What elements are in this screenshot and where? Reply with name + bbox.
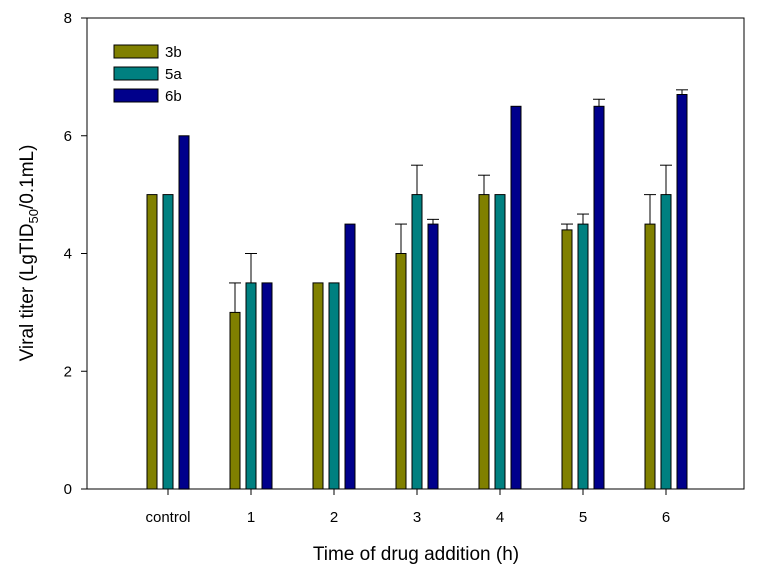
bar-5a-control (162, 194, 174, 490)
y-tick-label-0: 0 (64, 481, 72, 498)
bar-5a-2 (328, 282, 340, 490)
legend-label-3b: 3b (165, 44, 182, 61)
bar-3b-3 (395, 253, 407, 490)
legend-swatch-5a (113, 66, 159, 81)
y-tick-label-2: 2 (64, 363, 72, 380)
x-tick-label-4: 4 (496, 509, 504, 526)
x-tick-label-5: 5 (579, 509, 587, 526)
bar-6b-control (178, 135, 190, 490)
y-axis-title-suffix: /0.1mL) (17, 145, 38, 209)
legend-swatch-3b (113, 44, 159, 59)
legend: 3b 5a 6b (113, 44, 182, 105)
legend-label-5a: 5a (165, 66, 182, 83)
bar-3b-1 (229, 311, 241, 490)
legend-label-6b: 6b (165, 88, 182, 105)
y-tick-label-4: 4 (64, 246, 72, 263)
bar-5a-4 (494, 194, 506, 490)
bar-5a-1 (245, 282, 257, 490)
y-axis-title-prefix: Viral titer (LgTID (17, 223, 38, 361)
bar-6b-1 (261, 282, 273, 490)
bar-6b-2 (344, 223, 356, 490)
x-tick-label-3: 3 (413, 509, 421, 526)
x-tick-label-control: control (145, 509, 190, 526)
bar-3b-6 (644, 223, 656, 490)
y-tick-label-8: 8 (64, 10, 72, 27)
bar-6b-5 (593, 105, 605, 490)
axis-layer: control 1 2 3 4 5 6 0 2 4 6 8 (64, 10, 671, 526)
x-tick-label-1: 1 (247, 509, 255, 526)
bar-6b-4 (510, 105, 522, 490)
legend-swatch-6b (113, 88, 159, 103)
x-axis-title: Time of drug addition (h) (313, 544, 519, 565)
bar-3b-2 (312, 282, 324, 490)
bar-5a-5 (577, 223, 589, 490)
y-axis-title: Viral titer (LgTID50/0.1mL) (17, 145, 41, 362)
bar-3b-5 (561, 229, 573, 490)
bar-6b-3 (427, 223, 439, 490)
bar-5a-6 (660, 194, 672, 490)
bar-3b-4 (478, 194, 490, 490)
bar-5a-3 (411, 194, 423, 490)
y-axis-title-subscript: 50 (26, 209, 41, 223)
y-tick-label-6: 6 (64, 128, 72, 145)
x-tick-label-6: 6 (662, 509, 670, 526)
x-tick-label-2: 2 (330, 509, 338, 526)
bar-3b-control (146, 194, 158, 490)
bar-6b-6 (676, 94, 688, 490)
bars-layer (146, 89, 688, 490)
